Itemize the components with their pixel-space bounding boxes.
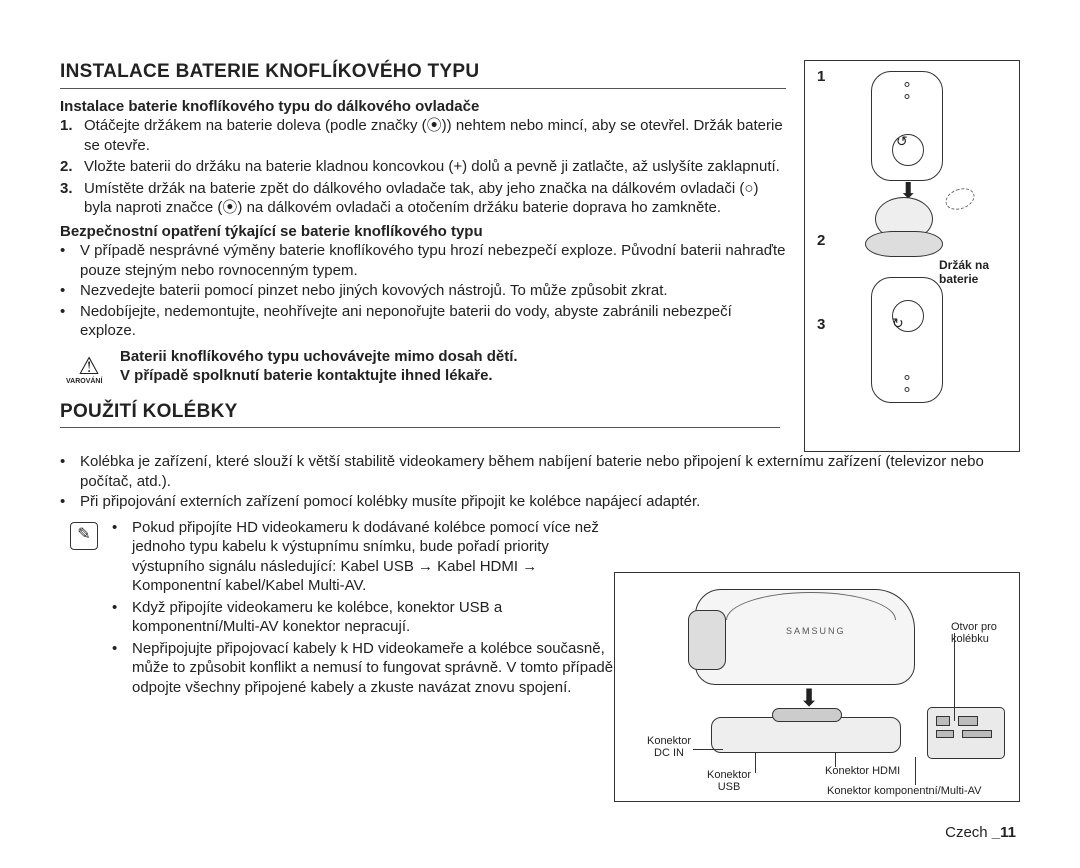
multi-label: Konektor komponentní/Multi-AV bbox=[827, 785, 981, 797]
remote-top-icon: ↺ bbox=[871, 71, 943, 181]
warning-text: Baterii knoflíkového typu uchovávejte mi… bbox=[120, 347, 518, 386]
slot-label: Otvor pro kolébku bbox=[951, 621, 1011, 645]
cradle-figure: SAMSUNG ⬇ Otvor pro kolébku Konektor DC … bbox=[614, 572, 1020, 802]
dock-icon bbox=[711, 717, 901, 753]
holder-label: Držák na baterie bbox=[939, 259, 1009, 287]
bullet-text: Při připojování externích zařízení pomoc… bbox=[80, 492, 700, 512]
list-item: 1.Otáčejte držákem na baterie doleva (po… bbox=[60, 116, 786, 155]
section2-title: POUŽITÍ KOLÉBKY bbox=[60, 400, 780, 429]
safety-list: V případě nesprávné výměny baterie knofl… bbox=[60, 241, 786, 341]
page-footer: Czech _11 bbox=[945, 823, 1016, 843]
fig-step-2: 2 bbox=[817, 231, 825, 251]
list-item: Nepřipojujte připojovací kabely k HD vid… bbox=[112, 639, 622, 698]
note-list: Pokud připojíte HD videokameru k dodávan… bbox=[112, 518, 622, 698]
section1-steps: 1.Otáčejte držákem na baterie doleva (po… bbox=[60, 116, 786, 218]
remote-figure: 1 ↺ 2 ⬇ Držák na baterie 3 ↻ bbox=[804, 60, 1020, 452]
warning-icon: ⚠ VAROVÁNÍ bbox=[66, 351, 112, 382]
step-text: Otáčejte držákem na baterie doleva (podl… bbox=[84, 116, 786, 155]
section1-subhead: Instalace baterie knoflíkového typu do d… bbox=[60, 97, 786, 117]
section1-title: INSTALACE BATERIE KNOFLÍKOVÉHO TYPU bbox=[60, 60, 786, 89]
warning-label: VAROVÁNÍ bbox=[66, 378, 102, 386]
section2-bullets: Kolébka je zařízení, které slouží k větš… bbox=[60, 452, 1020, 512]
dcin-label: Konektor DC IN bbox=[641, 735, 697, 759]
usb-label: Konektor USB bbox=[699, 769, 759, 793]
step-text: Umístěte držák na baterie zpět do dálkov… bbox=[84, 179, 786, 218]
note-icon: ✎ bbox=[70, 522, 98, 550]
brand-label: SAMSUNG bbox=[786, 626, 846, 638]
footer-lang: Czech bbox=[945, 824, 992, 841]
fig-step-3: 3 bbox=[817, 315, 825, 335]
footer-page: _11 bbox=[992, 824, 1016, 841]
remote-bottom-icon: ↻ bbox=[871, 277, 943, 403]
hdmi-label: Konektor HDMI bbox=[825, 765, 900, 777]
note-text: Když připojíte videokameru ke kolébce, k… bbox=[132, 598, 622, 637]
list-item: Při připojování externích zařízení pomoc… bbox=[60, 492, 1020, 512]
fig-step-1: 1 bbox=[817, 67, 825, 87]
warning-block: ⚠ VAROVÁNÍ Baterii knoflíkového typu uch… bbox=[60, 347, 786, 386]
bullet-text: Kolébka je zařízení, které slouží k větš… bbox=[80, 452, 1020, 491]
note-text: Nepřipojujte připojovací kabely k HD vid… bbox=[132, 639, 622, 698]
list-item: Když připojíte videokameru ke kolébce, k… bbox=[112, 598, 622, 637]
list-item: V případě nesprávné výměny baterie knofl… bbox=[60, 241, 786, 280]
list-item: Kolébka je zařízení, které slouží k větš… bbox=[60, 452, 1020, 491]
note-text: Pokud připojíte HD videokameru k dodávan… bbox=[132, 518, 622, 596]
safety-text: Nezvedejte baterii pomocí pinzet nebo ji… bbox=[80, 281, 668, 301]
safety-head: Bezpečnostní opatření týkající se bateri… bbox=[60, 222, 786, 242]
warn-line: V případě spolknutí baterie kontaktujte … bbox=[120, 366, 518, 386]
warn-line: Baterii knoflíkového typu uchovávejte mi… bbox=[120, 347, 518, 367]
list-item: Nedobíjejte, nedemontujte, neohřívejte a… bbox=[60, 302, 786, 341]
battery-holder-icon: ⬇ bbox=[859, 191, 949, 261]
list-item: 3.Umístěte držák na baterie zpět do dálk… bbox=[60, 179, 786, 218]
list-item: Pokud připojíte HD videokameru k dodávan… bbox=[112, 518, 622, 596]
safety-text: Nedobíjejte, nedemontujte, neohřívejte a… bbox=[80, 302, 786, 341]
safety-text: V případě nesprávné výměny baterie knofl… bbox=[80, 241, 786, 280]
camcorder-icon: SAMSUNG bbox=[695, 589, 915, 685]
list-item: 2.Vložte baterii do držáku na baterie kl… bbox=[60, 157, 786, 177]
step-text: Vložte baterii do držáku na baterie klad… bbox=[84, 157, 780, 177]
list-item: Nezvedejte baterii pomocí pinzet nebo ji… bbox=[60, 281, 786, 301]
